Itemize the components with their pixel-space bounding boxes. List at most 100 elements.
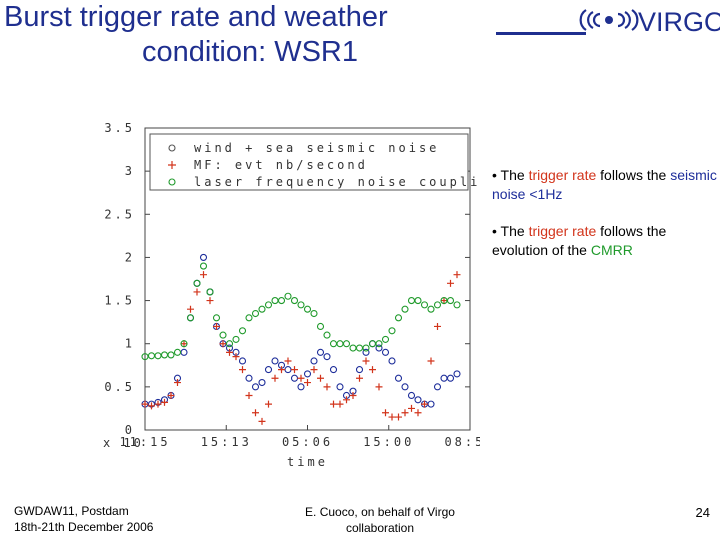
data-point [323, 353, 331, 361]
data-point [297, 374, 305, 382]
data-point [278, 366, 285, 374]
data-point [232, 353, 240, 361]
data-point [317, 374, 324, 382]
data-point [180, 340, 188, 348]
data-point [447, 279, 454, 287]
data-point [290, 297, 299, 305]
footer-conference: GWDAW11, Postdam 18th-21th December 2006 [14, 503, 153, 535]
bullet-1-pre: • The [492, 167, 529, 183]
x-axis-label: time [287, 455, 328, 469]
data-point [408, 404, 415, 412]
data-point [277, 297, 286, 305]
chart-legend: wind + sea seismic noise MF: evt nb/secon… [149, 133, 480, 191]
footer-author: E. Cuoco, on behalf of Virgo collaborati… [280, 504, 480, 536]
data-point [219, 331, 227, 339]
logo-text: VIRGO [638, 7, 720, 36]
data-point [304, 379, 311, 387]
bullet-1: • The trigger rate follows the seismic n… [492, 166, 720, 204]
data-point [206, 288, 214, 296]
data-point [336, 400, 344, 408]
data-point [369, 366, 376, 374]
y-tick-label: 2.5 [104, 207, 135, 221]
data-point [271, 297, 279, 305]
data-point [401, 383, 409, 391]
data-point [180, 340, 188, 348]
bullet-2-mid: follows the evolution of the [492, 223, 667, 258]
y-tick-label: 0.5 [104, 380, 135, 394]
x-tick-label: 15:00 [363, 435, 414, 449]
data-point [440, 297, 448, 305]
data-point [258, 305, 266, 313]
data-point [362, 344, 370, 352]
data-point [290, 374, 299, 382]
data-point [186, 314, 195, 322]
data-point [258, 378, 266, 387]
y-tick-label: 3.5 [104, 121, 135, 135]
data-point [336, 340, 344, 348]
data-point [284, 357, 292, 365]
data-point [349, 344, 357, 352]
data-point [427, 400, 435, 408]
data-point [375, 383, 383, 391]
legend-label: MF: evt nb/second [194, 158, 368, 172]
data-point [271, 374, 279, 382]
data-point [199, 262, 208, 270]
data-point [329, 366, 338, 374]
data-point [239, 366, 246, 374]
data-point [427, 357, 435, 365]
data-point [414, 396, 422, 404]
footer-author-line-1: E. Cuoco, on behalf of Virgo [305, 505, 455, 519]
data-point [388, 327, 396, 335]
data-point [245, 314, 253, 322]
data-point [323, 383, 331, 391]
data-point [375, 340, 383, 348]
data-point [173, 348, 182, 356]
title-underline [496, 32, 586, 35]
footer-conference-name: GWDAW11, Postdam [14, 504, 129, 518]
data-point [453, 301, 461, 309]
data-point [212, 314, 221, 322]
data-point [148, 402, 155, 410]
data-point [206, 297, 214, 305]
legend-marker [168, 144, 176, 152]
data-point [336, 383, 344, 391]
data-point [284, 366, 292, 374]
data-point [381, 348, 390, 356]
data-point [394, 374, 403, 382]
data-point [388, 357, 396, 365]
series-1 [141, 271, 461, 425]
data-point [271, 357, 279, 365]
data-point [154, 352, 162, 360]
data-point [297, 383, 305, 391]
data-point [355, 366, 364, 374]
data-point [446, 374, 455, 382]
bullet-1-mid: follows the [596, 167, 671, 183]
data-point [264, 366, 273, 374]
footer-conference-dates: 18th-21th December 2006 [14, 520, 154, 534]
data-point [310, 309, 318, 318]
legend-marker [168, 161, 176, 169]
slide-title: Burst trigger rate and weather condition… [0, 0, 500, 70]
data-point [323, 331, 331, 339]
data-point [343, 396, 350, 404]
data-point [453, 370, 461, 378]
data-point [407, 297, 416, 305]
data-point [434, 322, 441, 330]
data-point [446, 297, 455, 305]
title-line-1: Burst trigger rate and weather [4, 1, 388, 33]
legend-label: laser frequency noise coupling [194, 175, 480, 189]
data-point [453, 271, 461, 279]
series-2 [141, 262, 461, 361]
y-tick-label: 1 [125, 337, 135, 351]
bullet-2-highlight-trigger: trigger rate [528, 223, 597, 239]
data-point [303, 305, 312, 313]
data-point [193, 279, 201, 287]
data-point [265, 400, 272, 408]
data-point [141, 353, 149, 361]
data-point [355, 344, 364, 352]
data-point [160, 351, 169, 359]
data-point [401, 305, 409, 313]
data-point [232, 335, 240, 343]
data-point [245, 391, 253, 399]
data-point [258, 417, 266, 425]
